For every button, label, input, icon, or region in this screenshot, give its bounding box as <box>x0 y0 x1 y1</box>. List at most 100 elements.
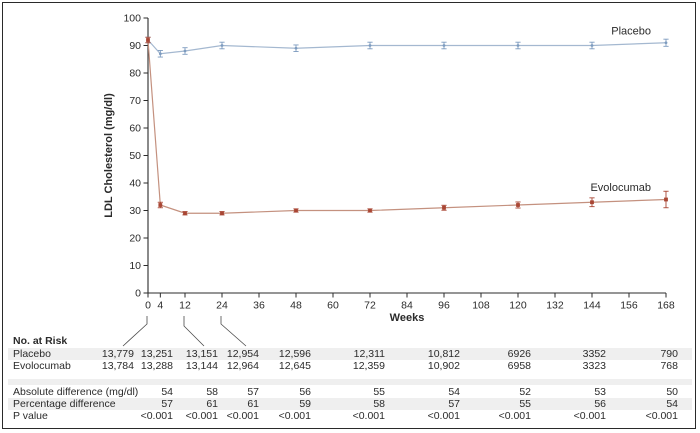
evolocumab-marker <box>664 197 668 202</box>
absolute-difference-value: 58 <box>206 386 218 398</box>
evolocumab-marker <box>158 203 163 207</box>
placebo-at-risk-value: 3352 <box>582 348 606 360</box>
absolute-difference-row: Absolute difference (mg/dl) 54 58 57 56 55 54 5… <box>8 386 692 398</box>
p-value-value: <0.001 <box>185 410 218 422</box>
y-tick-label: 0 <box>135 288 141 300</box>
y-tick-label: 10 <box>129 260 141 272</box>
p-value-value: <0.001 <box>278 410 311 422</box>
axis-to-table-connector <box>183 316 205 347</box>
y-tick-label: 40 <box>129 178 141 190</box>
placebo-marker <box>294 46 298 50</box>
absolute-difference-value: 54 <box>448 386 460 398</box>
percentage-difference-row: Percentage difference 57 61 61 59 58 57 55 56 54 <box>8 398 692 410</box>
x-tick-label: 24 <box>216 300 228 312</box>
x-tick-label: 4 <box>157 300 163 312</box>
y-tick-label: 80 <box>129 68 141 80</box>
evolocumab-at-risk-value: 3323 <box>582 360 606 372</box>
y-tick-label: 50 <box>129 150 141 162</box>
y-tick-label: 70 <box>129 95 141 107</box>
evolocumab-marker <box>590 200 594 205</box>
evolocumab-at-risk-value: 12,359 <box>352 360 385 372</box>
placebo-at-risk-label: Placebo <box>13 348 51 360</box>
y-tick-label: 30 <box>129 205 141 217</box>
evolocumab-at-risk-value: 12,964 <box>226 360 259 372</box>
evolocumab-marker <box>183 211 187 216</box>
absolute-difference-value: 57 <box>247 386 259 398</box>
evolocumab-at-risk-row: Evolocumab 13,784 13,288 13,144 12,964 12,645… <box>8 360 692 372</box>
p-value-value: <0.001 <box>573 410 606 422</box>
x-tick-label: 108 <box>472 300 490 312</box>
absolute-difference-value: 56 <box>299 386 311 398</box>
absolute-difference-value: 52 <box>519 386 531 398</box>
placebo-at-risk-row: Placebo 13,779 13,251 13,151 12,954 12,596 12,… <box>8 348 692 360</box>
x-tick-label: 12 <box>179 300 191 312</box>
evolocumab-at-risk-value: 10,902 <box>427 360 460 372</box>
evolocumab-at-risk-value: 12,645 <box>278 360 311 372</box>
percentage-difference-value: 57 <box>448 398 460 410</box>
x-axis-title: Weeks <box>390 312 425 324</box>
p-value-row: P value <0.001 <0.001 <0.001 <0.001 <0.001 <0.… <box>8 410 692 422</box>
evolocumab-marker <box>146 38 150 42</box>
axis-to-table-connector <box>122 316 148 347</box>
x-tick-label: 96 <box>438 300 450 312</box>
absolute-difference-value: 50 <box>666 386 678 398</box>
absolute-difference-value: 54 <box>161 386 173 398</box>
x-tick-label: 48 <box>290 300 302 312</box>
evolocumab-at-risk-value: 6958 <box>507 360 531 372</box>
absolute-difference-value: 53 <box>594 386 606 398</box>
evolocumab-at-risk-label: Evolocumab <box>13 360 71 372</box>
x-tick-label: 36 <box>253 300 265 312</box>
evolocumab-marker <box>442 205 446 210</box>
x-tick-label: 72 <box>364 300 376 312</box>
placebo-at-risk-value: 6926 <box>507 348 531 360</box>
placebo-marker <box>516 44 520 47</box>
x-tick-label: 120 <box>509 300 527 312</box>
x-tick-label: 60 <box>327 300 339 312</box>
p-value-value: <0.001 <box>645 410 678 422</box>
x-tick-label: 156 <box>620 300 638 312</box>
percentage-difference-value: 59 <box>299 398 311 410</box>
evolocumab-marker <box>294 208 298 213</box>
percentage-difference-value: 54 <box>666 398 678 410</box>
y-tick-label: 20 <box>129 233 141 245</box>
placebo-marker <box>220 44 224 47</box>
evolocumab-at-risk-value: 768 <box>660 360 678 372</box>
percentage-difference-value: 58 <box>373 398 385 410</box>
x-tick-label: 84 <box>401 300 413 312</box>
percentage-difference-value: 61 <box>206 398 218 410</box>
y-tick-label: 100 <box>123 13 141 25</box>
p-value-value: <0.001 <box>498 410 531 422</box>
placebo-marker <box>442 44 446 47</box>
p-value-value: <0.001 <box>352 410 385 422</box>
placebo-at-risk-value: 13,151 <box>185 348 218 360</box>
percentage-difference-value: 57 <box>161 398 173 410</box>
evolocumab-marker <box>368 208 372 213</box>
placebo-at-risk-value: 13,251 <box>140 348 173 360</box>
placebo-marker <box>183 49 187 53</box>
table-spacer-band <box>8 379 692 385</box>
evolocumab-line <box>147 39 667 214</box>
placebo-marker <box>158 52 162 56</box>
evolocumab-at-risk-value: 13,144 <box>185 360 218 372</box>
p-value-value: <0.001 <box>140 410 173 422</box>
placebo-at-risk-value: 790 <box>660 348 678 360</box>
y-tick-label: 60 <box>129 123 141 135</box>
percentage-difference-value: 56 <box>594 398 606 410</box>
p-value-value: <0.001 <box>427 410 460 422</box>
placebo-marker <box>590 44 594 47</box>
evolocumab-series-label: Evolocumab <box>590 182 651 194</box>
y-tick-label: 90 <box>129 40 141 52</box>
evolocumab-marker <box>220 211 224 216</box>
x-tick-label: 0 <box>145 300 151 312</box>
placebo-line <box>147 39 667 55</box>
evolocumab-at-risk-value: 13,288 <box>140 360 173 372</box>
p-value-value: <0.001 <box>226 410 259 422</box>
p-value-label: P value <box>13 410 48 422</box>
x-tick-label: 132 <box>546 300 564 312</box>
percentage-difference-value: 55 <box>519 398 531 410</box>
evolocumab-marker <box>516 203 520 207</box>
axis-to-table-connector <box>220 316 247 347</box>
